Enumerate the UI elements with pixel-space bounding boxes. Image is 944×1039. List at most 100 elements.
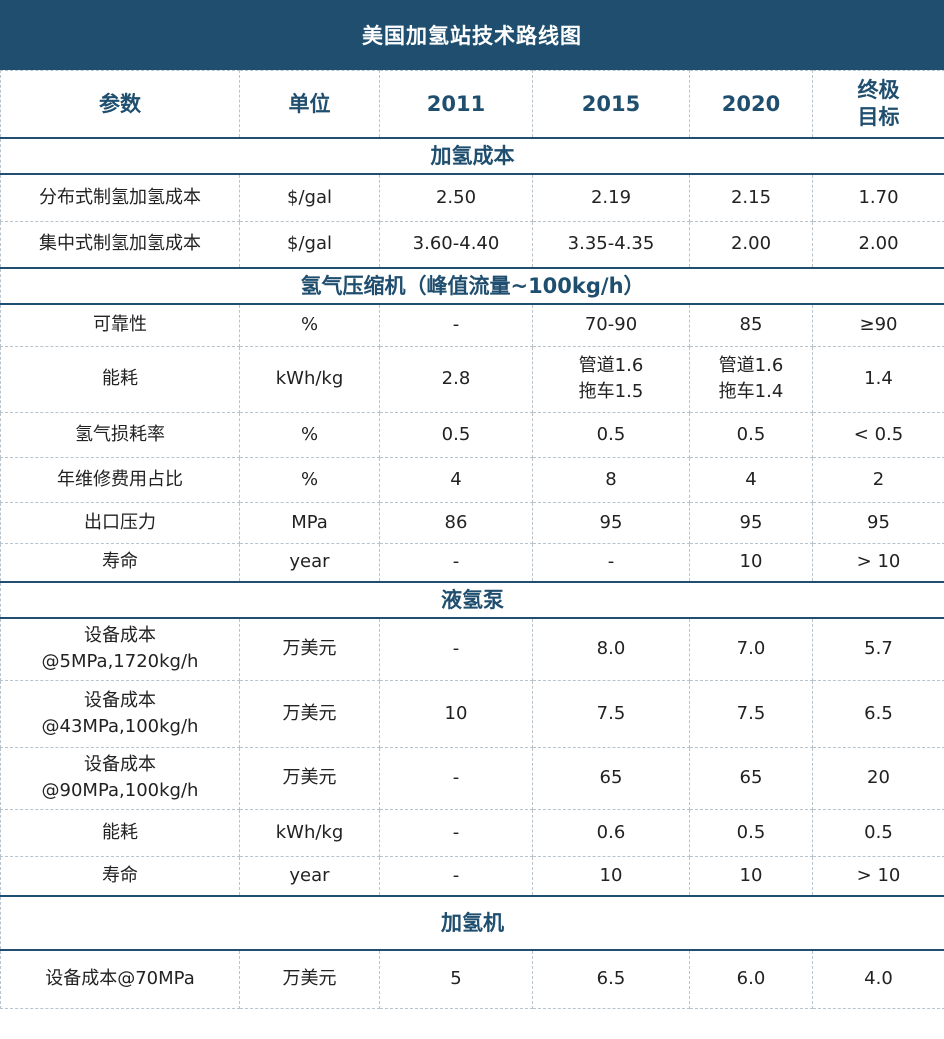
value-2011-cell: - — [379, 855, 533, 897]
target-cell: < 0.5 — [812, 411, 944, 458]
section-title: 液氢泵 — [0, 581, 944, 619]
param-cell: 年维修费用占比 — [0, 456, 240, 503]
target-cell: > 10 — [812, 542, 944, 583]
col-header-target: 终极 目标 — [812, 70, 944, 139]
unit-cell: $/gal — [239, 220, 380, 269]
value-2011-cell: 4 — [379, 456, 533, 503]
target-cell: 5.7 — [812, 617, 944, 681]
param-cell-line: @43MPa,100kg/h — [41, 715, 199, 737]
col-header-target-line-1: 终极 — [857, 78, 900, 102]
target-cell: 6.5 — [812, 679, 944, 748]
value-2015-cell-line: 管道1.6 — [578, 355, 644, 376]
target-cell: 20 — [812, 746, 944, 810]
param-cell: 寿命 — [0, 855, 240, 897]
table-row: 能耗 kWh/kg -0.6 0.5 0.5 — [0, 808, 944, 857]
table-row: 设备成本 @5MPa,1720kg/h 万美元 -8.0 7.0 5.7 — [0, 617, 944, 681]
value-2015-cell: 7.5 — [532, 679, 690, 748]
unit-cell: 万美元 — [239, 617, 380, 681]
unit-cell: year — [239, 542, 380, 583]
unit-cell: $/gal — [239, 173, 380, 222]
param-cell: 设备成本@70MPa — [0, 949, 240, 1009]
table-row: 设备成本 @90MPa,100kg/h 万美元 -65 65 20 — [0, 746, 944, 810]
header-row: 参数 单位 2011 2015 2020 终极 目标 — [0, 70, 944, 139]
value-2015-cell: 3.35-4.35 — [532, 220, 690, 269]
value-2015-cell: 2.19 — [532, 173, 690, 222]
value-2011-cell: - — [379, 808, 533, 857]
value-2015-cell: 10 — [532, 855, 690, 897]
unit-cell: 万美元 — [239, 679, 380, 748]
param-cell: 设备成本 @90MPa,100kg/h — [0, 746, 240, 810]
value-2020-cell: 65 — [689, 746, 813, 810]
value-2011-cell: 2.50 — [379, 173, 533, 222]
value-2020-cell: 4 — [689, 456, 813, 503]
param-cell: 能耗 — [0, 345, 240, 413]
param-cell-line: @90MPa,100kg/h — [41, 780, 199, 801]
value-2015-cell: 0.6 — [532, 808, 690, 857]
value-2020-cell: 85 — [689, 303, 813, 347]
section-header-row: 加氢成本 — [0, 137, 944, 175]
value-2011-cell: 3.60-4.40 — [379, 220, 533, 269]
col-header-target-line-2: 目标 — [857, 105, 900, 129]
target-cell: 1.4 — [812, 345, 944, 413]
col-header-2015: 2015 — [532, 70, 690, 139]
value-2011-cell: - — [379, 617, 533, 681]
col-header-2011: 2011 — [379, 70, 533, 139]
value-2020-cell: 10 — [689, 855, 813, 897]
value-2015-cell: 70-90 — [532, 303, 690, 347]
table-row: 年维修费用占比% 4 8 4 2 — [0, 456, 944, 503]
target-cell: 0.5 — [812, 808, 944, 857]
unit-cell: % — [239, 303, 380, 347]
value-2015-cell: 6.5 — [532, 949, 690, 1009]
value-2020-cell-line: 管道1.6 — [718, 355, 784, 376]
unit-cell: year — [239, 855, 380, 897]
table-row: 设备成本 @43MPa,100kg/h 万美元 10 7.5 7.5 6.5 — [0, 679, 944, 748]
param-cell-line: 设备成本 — [84, 754, 156, 775]
table-row: 寿命 year - -10 > 10 — [0, 542, 944, 583]
table-row: 可靠性% -70-90 85 ≥90 — [0, 303, 944, 347]
param-cell: 设备成本 @5MPa,1720kg/h — [0, 617, 240, 681]
table-row: 氢气损耗率% 0.5 0.5 0.5 < 0.5 — [0, 411, 944, 458]
target-cell: ≥90 — [812, 303, 944, 347]
value-2020-cell-line: 拖车1.4 — [718, 381, 784, 402]
value-2020-cell: 0.5 — [689, 808, 813, 857]
table-row: 寿命 year -10 10 > 10 — [0, 855, 944, 897]
value-2020-cell: 2.00 — [689, 220, 813, 269]
section-title: 氢气压缩机（峰值流量~100kg/h） — [0, 267, 944, 305]
unit-cell: % — [239, 456, 380, 503]
value-2015-cell: 8 — [532, 456, 690, 503]
section-title: 加氢成本 — [0, 137, 944, 175]
value-2011-cell: 5 — [379, 949, 533, 1009]
value-2011-cell: 86 — [379, 501, 533, 544]
value-2020-cell: 6.0 — [689, 949, 813, 1009]
table-row: 集中式制氢加氢成本 $/gal 3.60-4.40 3.35-4.35 2.00 2.00 — [0, 220, 944, 269]
param-cell: 分布式制氢加氢成本 — [0, 173, 240, 222]
value-2011-cell: 10 — [379, 679, 533, 748]
param-cell: 寿命 — [0, 542, 240, 583]
value-2015-cell: 0.5 — [532, 411, 690, 458]
table-row: 分布式制氢加氢成本 $/gal 2.50 2.19 2.15 1.70 — [0, 173, 944, 222]
roadmap-table: 参数 单位 2011 2015 2020 终极 目标 加氢成本 分布式制氢加氢成本 $… — [0, 70, 944, 1009]
section-header-row: 氢气压缩机（峰值流量~100kg/h） — [0, 267, 944, 305]
value-2020-cell: 7.5 — [689, 679, 813, 748]
target-cell: 4.0 — [812, 949, 944, 1009]
unit-cell: % — [239, 411, 380, 458]
value-2011-cell: 2.8 — [379, 345, 533, 413]
param-cell: 出口压力 — [0, 501, 240, 544]
section-header-row: 加氢机 — [0, 895, 944, 951]
section-header-row: 液氢泵 — [0, 581, 944, 619]
value-2020-cell: 95 — [689, 501, 813, 544]
table-row: 设备成本@70MPa 万美元 5 6.5 6.0 4.0 — [0, 949, 944, 1009]
unit-cell: kWh/kg — [239, 808, 380, 857]
value-2015-cell-line: 拖车1.5 — [578, 381, 644, 402]
value-2015-cell: 8.0 — [532, 617, 690, 681]
table-row: 出口压力 MPa 86 95 95 95 — [0, 501, 944, 544]
target-cell: 2.00 — [812, 220, 944, 269]
value-2020-cell: 管道1.6 拖车1.4 — [689, 345, 813, 413]
value-2011-cell: 0.5 — [379, 411, 533, 458]
value-2020-cell: 2.15 — [689, 173, 813, 222]
param-cell: 能耗 — [0, 808, 240, 857]
param-cell-line: 设备成本 — [84, 689, 156, 711]
unit-cell: kWh/kg — [239, 345, 380, 413]
target-cell: > 10 — [812, 855, 944, 897]
